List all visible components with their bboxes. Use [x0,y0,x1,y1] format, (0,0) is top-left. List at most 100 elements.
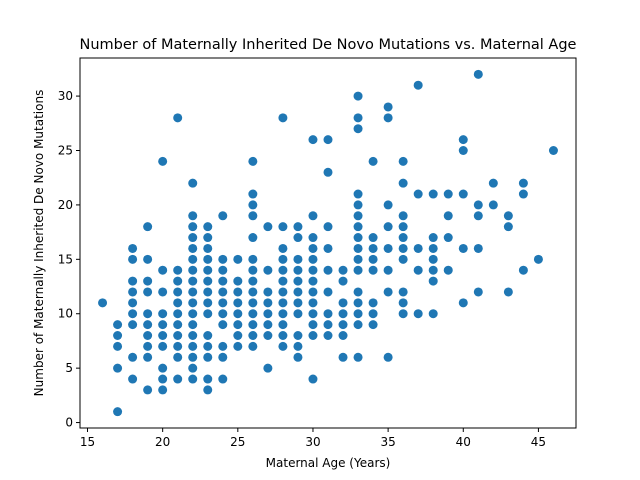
data-point [128,374,138,384]
data-point [353,309,363,319]
data-point [173,374,183,384]
data-point [188,233,198,243]
data-point [218,211,228,221]
data-point [188,276,198,286]
data-point [173,309,183,319]
data-point [173,320,183,330]
data-point [473,211,483,221]
data-point [398,156,408,166]
x-tick-label: 15 [80,435,95,449]
data-point [188,178,198,188]
data-point [263,331,273,340]
data-point [203,385,213,395]
data-point [248,287,258,297]
data-point [338,309,348,319]
data-point [158,374,168,384]
data-point [428,189,438,199]
data-point [428,243,438,253]
y-tick-label: 30 [58,89,73,103]
x-axis-ticks: 15 20 25 30 35 40 45 [80,428,546,449]
data-point [308,287,318,297]
data-point [203,352,213,362]
data-point [293,276,303,286]
data-point [263,309,273,319]
data-point [503,287,513,297]
data-point [188,298,198,308]
data-point [353,287,363,297]
data-point [113,320,123,330]
data-point [233,276,243,286]
data-point [173,113,183,123]
y-tick-label: 15 [58,252,73,266]
data-point [323,167,333,177]
data-point [428,233,438,243]
data-point [143,222,153,232]
data-point [383,287,393,297]
data-point [188,309,198,319]
data-point [113,407,123,417]
data-point [383,243,393,253]
data-point [158,341,168,351]
data-point [458,298,468,308]
data-point [353,222,363,232]
data-point [353,298,363,308]
data-point [413,265,423,275]
data-point [353,243,363,253]
x-tick-label: 30 [305,435,320,449]
plot-area-frame [79,57,577,429]
data-point [293,331,303,340]
data-point [383,102,393,112]
data-point [353,189,363,199]
data-point [518,265,528,275]
data-point [308,320,318,330]
data-point [383,200,393,210]
data-point [248,189,258,199]
data-point [188,331,198,340]
data-point [308,265,318,275]
data-point [143,254,153,264]
x-axis-label: Maternal Age (Years) [266,456,391,470]
data-point [188,243,198,253]
data-point [278,243,288,253]
data-point [263,298,273,308]
data-point [428,309,438,319]
data-point [443,211,453,221]
data-point [263,265,273,275]
data-point [158,156,168,166]
chart-title: Number of Maternally Inherited De Novo M… [80,37,577,53]
data-point [218,309,228,319]
data-point [218,276,228,286]
data-point [278,254,288,264]
data-point [128,320,138,330]
x-tick-label: 20 [155,435,170,449]
data-point [218,254,228,264]
data-point [173,265,183,275]
data-point [143,385,153,395]
data-point [308,309,318,319]
data-point [353,91,363,101]
data-point [353,320,363,330]
data-point [473,200,483,210]
data-point [353,265,363,275]
data-point [278,265,288,275]
data-point [143,276,153,286]
data-point [218,298,228,308]
data-point [443,189,453,199]
data-point [293,352,303,362]
data-point [413,309,423,319]
data-point [353,113,363,123]
data-point [203,374,213,384]
y-tick-label: 25 [58,144,73,158]
data-point [128,287,138,297]
data-point [368,233,378,243]
y-axis-ticks: 0 5 10 15 20 25 30 [58,89,80,430]
data-point [248,265,258,275]
y-tick-label: 10 [58,307,73,321]
data-point [98,298,108,308]
data-point [323,320,333,330]
data-point [233,331,243,340]
data-point [248,156,258,166]
data-point [293,222,303,232]
data-point [398,309,408,319]
